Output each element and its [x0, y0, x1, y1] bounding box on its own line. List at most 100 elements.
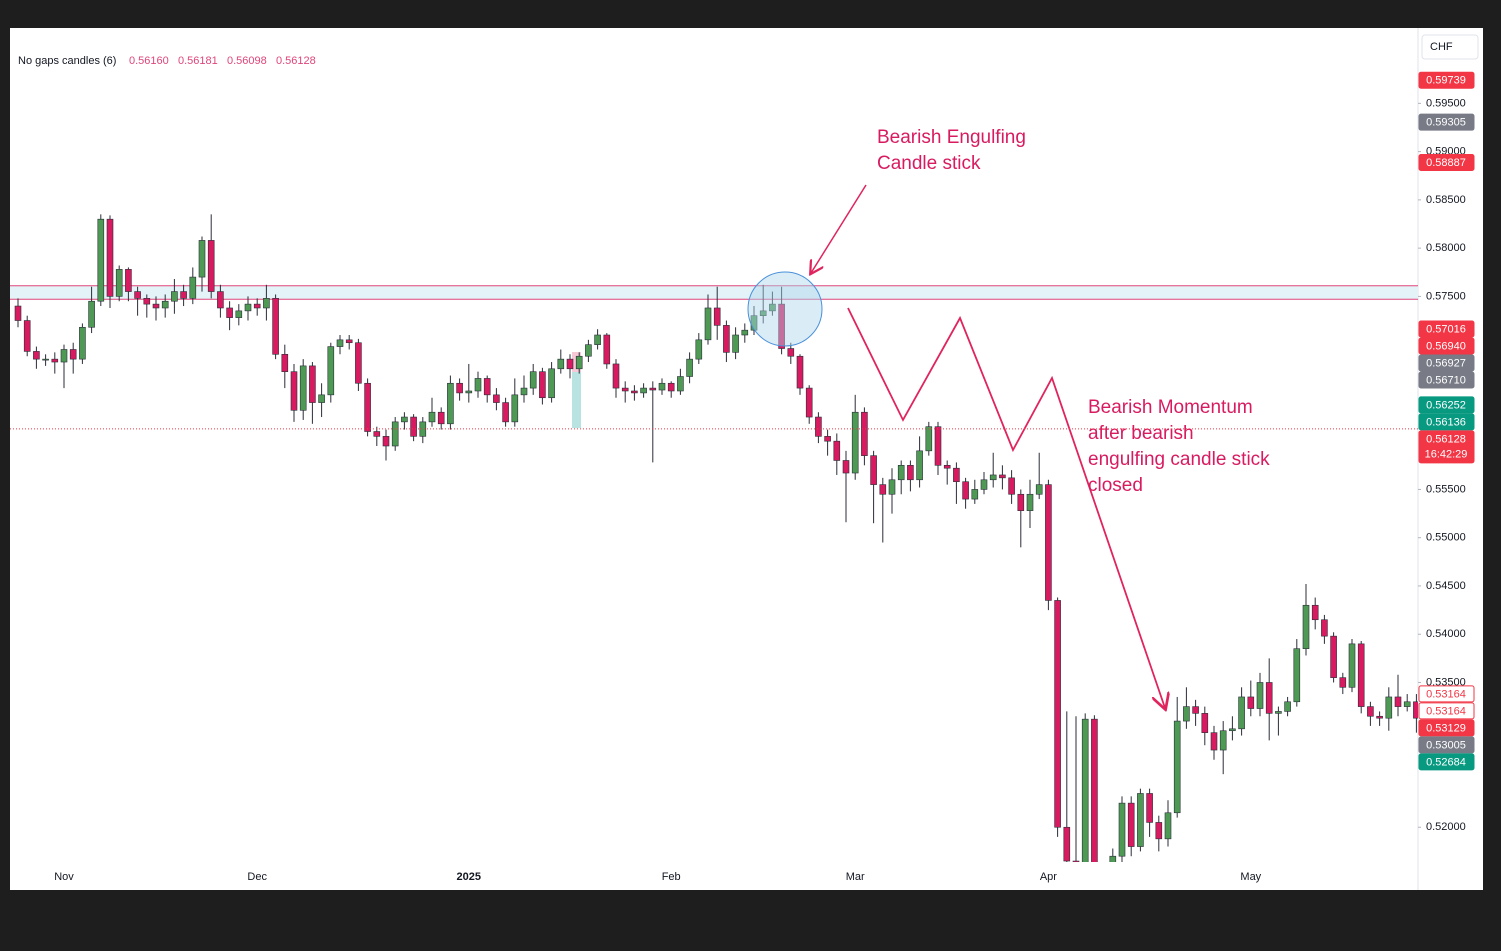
candle-body: [713, 307, 721, 326]
price-badge-label: 0.56927: [1426, 357, 1466, 369]
y-tick-label: 0.53500: [1426, 676, 1466, 688]
candle-body: [364, 382, 371, 432]
candle-body: [631, 390, 638, 394]
candle-body: [1275, 711, 1282, 714]
candle-body: [1367, 706, 1374, 717]
price-badge-label: 0.58887: [1426, 157, 1466, 169]
candle-body: [934, 426, 942, 466]
candle-body: [263, 298, 270, 309]
candle-body: [1173, 720, 1181, 814]
candle-body: [1127, 802, 1135, 847]
candle-body: [585, 344, 592, 357]
candle-body: [1311, 604, 1319, 621]
candle-body: [1081, 718, 1089, 862]
candle-body: [437, 411, 445, 425]
candle-body: [989, 474, 997, 481]
candle-body: [290, 371, 298, 411]
annotation: Bearish Engulfing: [877, 127, 1026, 148]
legend-value: 0.56098: [227, 55, 267, 67]
currency-button[interactable]: [1421, 34, 1479, 60]
candle-body: [1385, 696, 1393, 719]
candle-body: [244, 303, 252, 312]
price-badge-label: 0.57016: [1426, 323, 1466, 335]
x-tick-label: May: [1240, 871, 1261, 883]
candle-body: [1164, 812, 1172, 840]
candle-body: [824, 436, 831, 442]
candle-body: [410, 416, 417, 437]
currency-label[interactable]: CHF: [1430, 41, 1453, 53]
candle-body: [1063, 826, 1071, 862]
candle-body: [897, 465, 905, 481]
candle-body: [1413, 701, 1418, 719]
candle-body: [1008, 477, 1015, 495]
price-badge: [1418, 702, 1475, 720]
legend-title: No gaps candles (6): [18, 55, 116, 67]
candle-body: [493, 394, 500, 403]
price-badge-label: 0.52684: [1426, 756, 1466, 768]
candle-body: [1376, 715, 1383, 719]
candle-body: [851, 411, 859, 474]
candle-body: [447, 382, 454, 425]
candle-body: [456, 382, 463, 394]
price-badge: [1418, 113, 1475, 131]
y-tick-label: 0.55500: [1426, 483, 1466, 495]
candle-body: [833, 440, 841, 461]
candle-body: [171, 291, 178, 302]
legend-value: 0.56128: [276, 55, 316, 67]
price-badge: [1418, 337, 1475, 355]
candle-body: [355, 342, 362, 384]
candle-body: [97, 218, 105, 302]
candle-body: [529, 371, 537, 389]
price-badge-label: 0.59739: [1426, 75, 1466, 87]
candle-body: [962, 481, 969, 500]
candle-body: [327, 346, 335, 396]
candle-body: [318, 394, 325, 403]
candle-body: [953, 467, 960, 483]
candle-body: [1348, 643, 1356, 688]
arrow: [811, 184, 867, 273]
price-badge-label: 0.53005: [1426, 739, 1466, 751]
price-badge: [1418, 753, 1475, 771]
x-tick-label: Nov: [54, 871, 74, 883]
price-badge-countdown: 16:42:29: [1425, 448, 1468, 460]
candle-body: [999, 474, 1006, 479]
candle-body: [180, 291, 187, 299]
zone-layer: [10, 285, 1418, 300]
candle-body: [612, 363, 620, 389]
candle-body: [253, 303, 261, 309]
candle-body: [943, 465, 951, 469]
candle-body: [539, 371, 546, 399]
annotation: Bearish Momentum: [1088, 397, 1253, 418]
candle-body: [1201, 713, 1209, 733]
candle-body: [502, 402, 509, 423]
price-badge-label: 0.53164: [1426, 705, 1466, 717]
candle-body: [1357, 643, 1365, 707]
candle-body: [391, 421, 399, 447]
price-badge: [1418, 719, 1475, 737]
candle-body: [879, 484, 887, 495]
candle-body: [235, 310, 243, 318]
candle-body: [1219, 730, 1227, 751]
price-badge: [1418, 396, 1475, 414]
candle-body: [594, 334, 601, 345]
candle-body: [1146, 793, 1153, 823]
price-badge-label: 0.56136: [1426, 416, 1466, 428]
candle-body: [1339, 677, 1347, 688]
candle-body: [1091, 718, 1098, 862]
price-badge: [1418, 320, 1475, 338]
candle-body: [723, 325, 730, 353]
candle-body: [272, 298, 279, 355]
candle-body: [1155, 822, 1163, 840]
annotation: closed: [1088, 475, 1143, 496]
candle-body: [428, 411, 436, 423]
candle-body: [134, 291, 141, 299]
y-tick-label: 0.58000: [1426, 242, 1466, 254]
price-badge-label: 0.56252: [1426, 399, 1466, 411]
candle-body: [1238, 696, 1245, 730]
candle-body: [207, 240, 215, 292]
candle-body: [1054, 600, 1061, 828]
candle-body: [677, 376, 684, 392]
candle-body: [769, 303, 776, 312]
